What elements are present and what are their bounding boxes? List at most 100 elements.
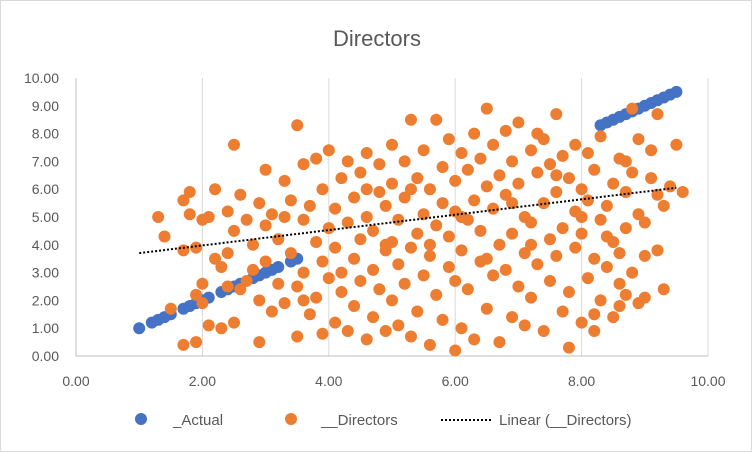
directors-point	[423, 238, 436, 251]
directors-point	[537, 324, 550, 337]
directors-point	[474, 152, 487, 165]
directors-point	[619, 222, 632, 235]
y-tick-label: 2.00	[32, 292, 59, 308]
directors-point	[354, 274, 367, 287]
directors-point	[335, 286, 348, 299]
directors-point	[341, 155, 354, 168]
directors-point	[221, 247, 234, 260]
directors-point	[278, 297, 291, 310]
directors-point	[215, 261, 228, 274]
directors-point	[335, 266, 348, 279]
directors-point	[600, 199, 613, 212]
directors-point	[284, 194, 297, 207]
directors-point	[278, 211, 291, 223]
directors-point	[221, 205, 234, 218]
directors-point	[436, 197, 449, 210]
directors-point	[196, 297, 209, 310]
directors-point	[461, 283, 474, 296]
directors-point	[303, 308, 316, 321]
directors-point	[310, 236, 323, 249]
directors-point	[379, 199, 392, 212]
y-tick-label: 10.00	[24, 70, 59, 86]
directors-point	[531, 166, 544, 179]
directors-point	[177, 244, 190, 257]
directors-point	[291, 330, 304, 343]
directors-point	[234, 283, 247, 296]
directors-point	[556, 305, 569, 318]
directors-point	[607, 311, 620, 324]
directors-point	[284, 247, 297, 260]
directors-point	[360, 333, 373, 346]
directors-point	[664, 180, 677, 193]
legend: _Actual __Directors Linear (__Directors)	[135, 412, 632, 429]
directors-point	[569, 241, 582, 254]
y-tick-label: 5.00	[32, 209, 59, 225]
directors-point	[512, 177, 525, 190]
directors-point	[417, 144, 430, 157]
directors-point	[228, 316, 240, 329]
directors-point	[373, 283, 386, 296]
x-tick-label: 6.00	[442, 373, 469, 389]
directors-point	[512, 116, 525, 129]
directors-point	[518, 247, 531, 260]
directors-point	[379, 324, 392, 337]
directors-point	[354, 166, 367, 179]
directors-point	[152, 211, 165, 223]
directors-point	[575, 183, 588, 196]
directors-point	[493, 238, 506, 251]
directors-point	[215, 322, 228, 335]
directors-point	[525, 291, 538, 304]
directors-point	[575, 316, 588, 329]
directors-point	[253, 197, 266, 210]
directors-point	[316, 255, 329, 268]
x-tick-label: 4.00	[315, 373, 342, 389]
directors-point	[240, 213, 253, 226]
directors-point	[518, 319, 531, 332]
directors-point	[360, 147, 373, 160]
directors-point	[638, 291, 651, 304]
directors-point	[177, 338, 190, 351]
actual-point	[272, 261, 285, 274]
directors-point	[632, 208, 645, 221]
directors-point	[442, 133, 455, 146]
directors-point	[423, 338, 436, 351]
directors-point	[202, 319, 215, 332]
directors-point	[367, 263, 380, 276]
directors-point	[651, 188, 664, 201]
directors-point	[657, 199, 670, 212]
directors-point	[297, 213, 310, 226]
directors-point	[632, 133, 645, 146]
directors-point	[430, 219, 443, 232]
directors-point	[234, 188, 247, 201]
directors-point	[676, 185, 689, 198]
directors-point	[386, 177, 398, 190]
directors-point	[449, 174, 462, 187]
actual-point	[670, 85, 683, 98]
directors-point	[594, 294, 607, 307]
directors-point	[398, 191, 411, 204]
directors-point	[613, 299, 626, 312]
directors-point	[209, 252, 222, 265]
directors-point	[468, 333, 481, 346]
directors-point	[259, 255, 272, 268]
directors-point	[228, 138, 240, 151]
directors-point	[183, 208, 196, 221]
directors-point	[190, 288, 203, 301]
series-directors-points	[152, 102, 689, 357]
directors-point	[626, 166, 639, 179]
directors-point	[411, 305, 424, 318]
directors-point	[367, 311, 380, 324]
directors-point	[493, 336, 506, 349]
x-tick-label: 10.00	[690, 373, 725, 389]
directors-point	[209, 183, 222, 196]
directors-point	[341, 324, 354, 337]
directors-point	[291, 119, 304, 132]
directors-point	[272, 277, 285, 290]
directors-point	[240, 274, 253, 287]
chart-title: Directors	[333, 26, 421, 51]
directors-point	[404, 113, 417, 126]
directors-point	[373, 158, 386, 171]
directors-point	[265, 305, 278, 318]
directors-point	[430, 288, 443, 301]
directors-point	[537, 133, 550, 146]
